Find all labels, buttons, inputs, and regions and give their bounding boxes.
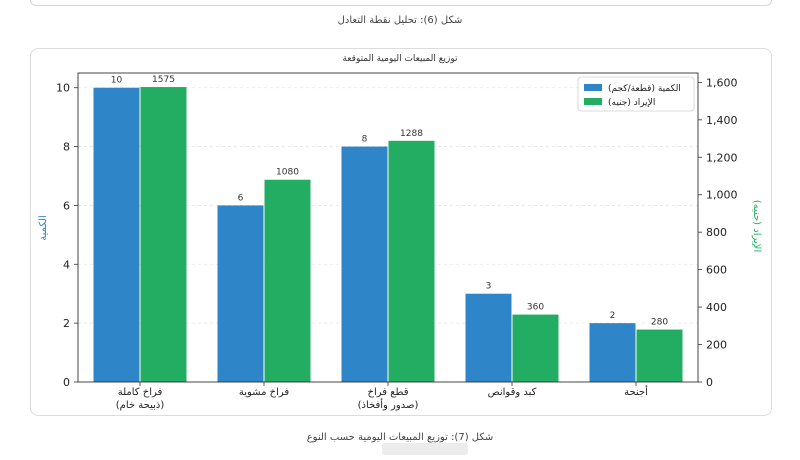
- left-tick-label-1: 2: [63, 317, 70, 330]
- right-tick-label-0: 0: [706, 376, 713, 389]
- legend-label-1: الإيراد (جنيه): [608, 98, 655, 108]
- legend-swatch-0: [584, 84, 602, 91]
- rev-label-3: 360: [527, 303, 544, 313]
- right-tick-label-3: 600: [706, 264, 727, 277]
- rev-bar-2: [388, 140, 435, 382]
- qty-label-2: 8: [362, 135, 368, 145]
- qty-label-1: 6: [238, 193, 244, 203]
- left-tick-label-2: 4: [63, 258, 70, 271]
- right-tick-label-1: 200: [706, 339, 727, 352]
- right-axis-title: الإيراد (جنيه): [751, 200, 762, 253]
- legend-swatch-1: [584, 98, 602, 105]
- legend-box: [577, 76, 695, 112]
- qty-bar-4: [589, 323, 636, 382]
- right-tick-label-8: 1,600: [706, 76, 738, 89]
- rev-bar-4: [636, 329, 683, 382]
- figure-6-caption: شكل (6): تحليل نقطة التعادل: [337, 15, 463, 26]
- rev-bar-1: [264, 179, 311, 382]
- figure-7-caption: شكل (7): توزيع المبيعات اليومية حسب النو…: [306, 432, 494, 443]
- qty-bar-0: [93, 87, 140, 382]
- left-tick-label-5: 10: [56, 82, 70, 95]
- category-label-0: فراخ كاملة (ذبيحة خام): [116, 387, 165, 411]
- rev-bar-0: [140, 87, 187, 382]
- rev-label-0: 1575: [152, 75, 175, 85]
- left-tick-label-4: 8: [63, 141, 70, 154]
- category-label-4: أجنحة: [624, 385, 648, 398]
- right-tick-label-7: 1,400: [706, 114, 738, 127]
- category-label-3: كبد وقوانص: [488, 387, 537, 398]
- legend-label-0: الكمية (قطعة/كجم): [608, 84, 681, 94]
- rev-bar-3: [512, 314, 559, 382]
- right-tick-label-4: 800: [706, 226, 727, 239]
- left-axis-title: الكمية: [38, 215, 49, 241]
- qty-label-3: 3: [486, 282, 492, 292]
- category-label-1: فراخ مشوية: [239, 387, 290, 398]
- chart-title: توزيع المبيعات اليومية المتوقعة: [342, 54, 458, 64]
- right-tick-label-6: 1,200: [706, 151, 738, 164]
- category-label-2: قطع فراخ (صدور وأفخاذ): [358, 387, 419, 411]
- qty-label-4: 2: [610, 311, 616, 321]
- qty-bar-1: [217, 205, 264, 382]
- rev-label-4: 280: [651, 318, 668, 328]
- watermark-logo: [382, 443, 468, 455]
- rev-label-1: 1080: [276, 168, 299, 178]
- right-tick-label-5: 1,000: [706, 189, 738, 202]
- qty-bar-3: [465, 293, 512, 382]
- plot-frame: [77, 72, 699, 383]
- rev-label-2: 1288: [400, 129, 423, 139]
- right-tick-label-2: 400: [706, 301, 727, 314]
- left-tick-label-3: 6: [63, 199, 70, 212]
- left-tick-label-0: 0: [63, 376, 70, 389]
- qty-bar-2: [341, 146, 388, 382]
- qty-label-0: 10: [111, 76, 123, 86]
